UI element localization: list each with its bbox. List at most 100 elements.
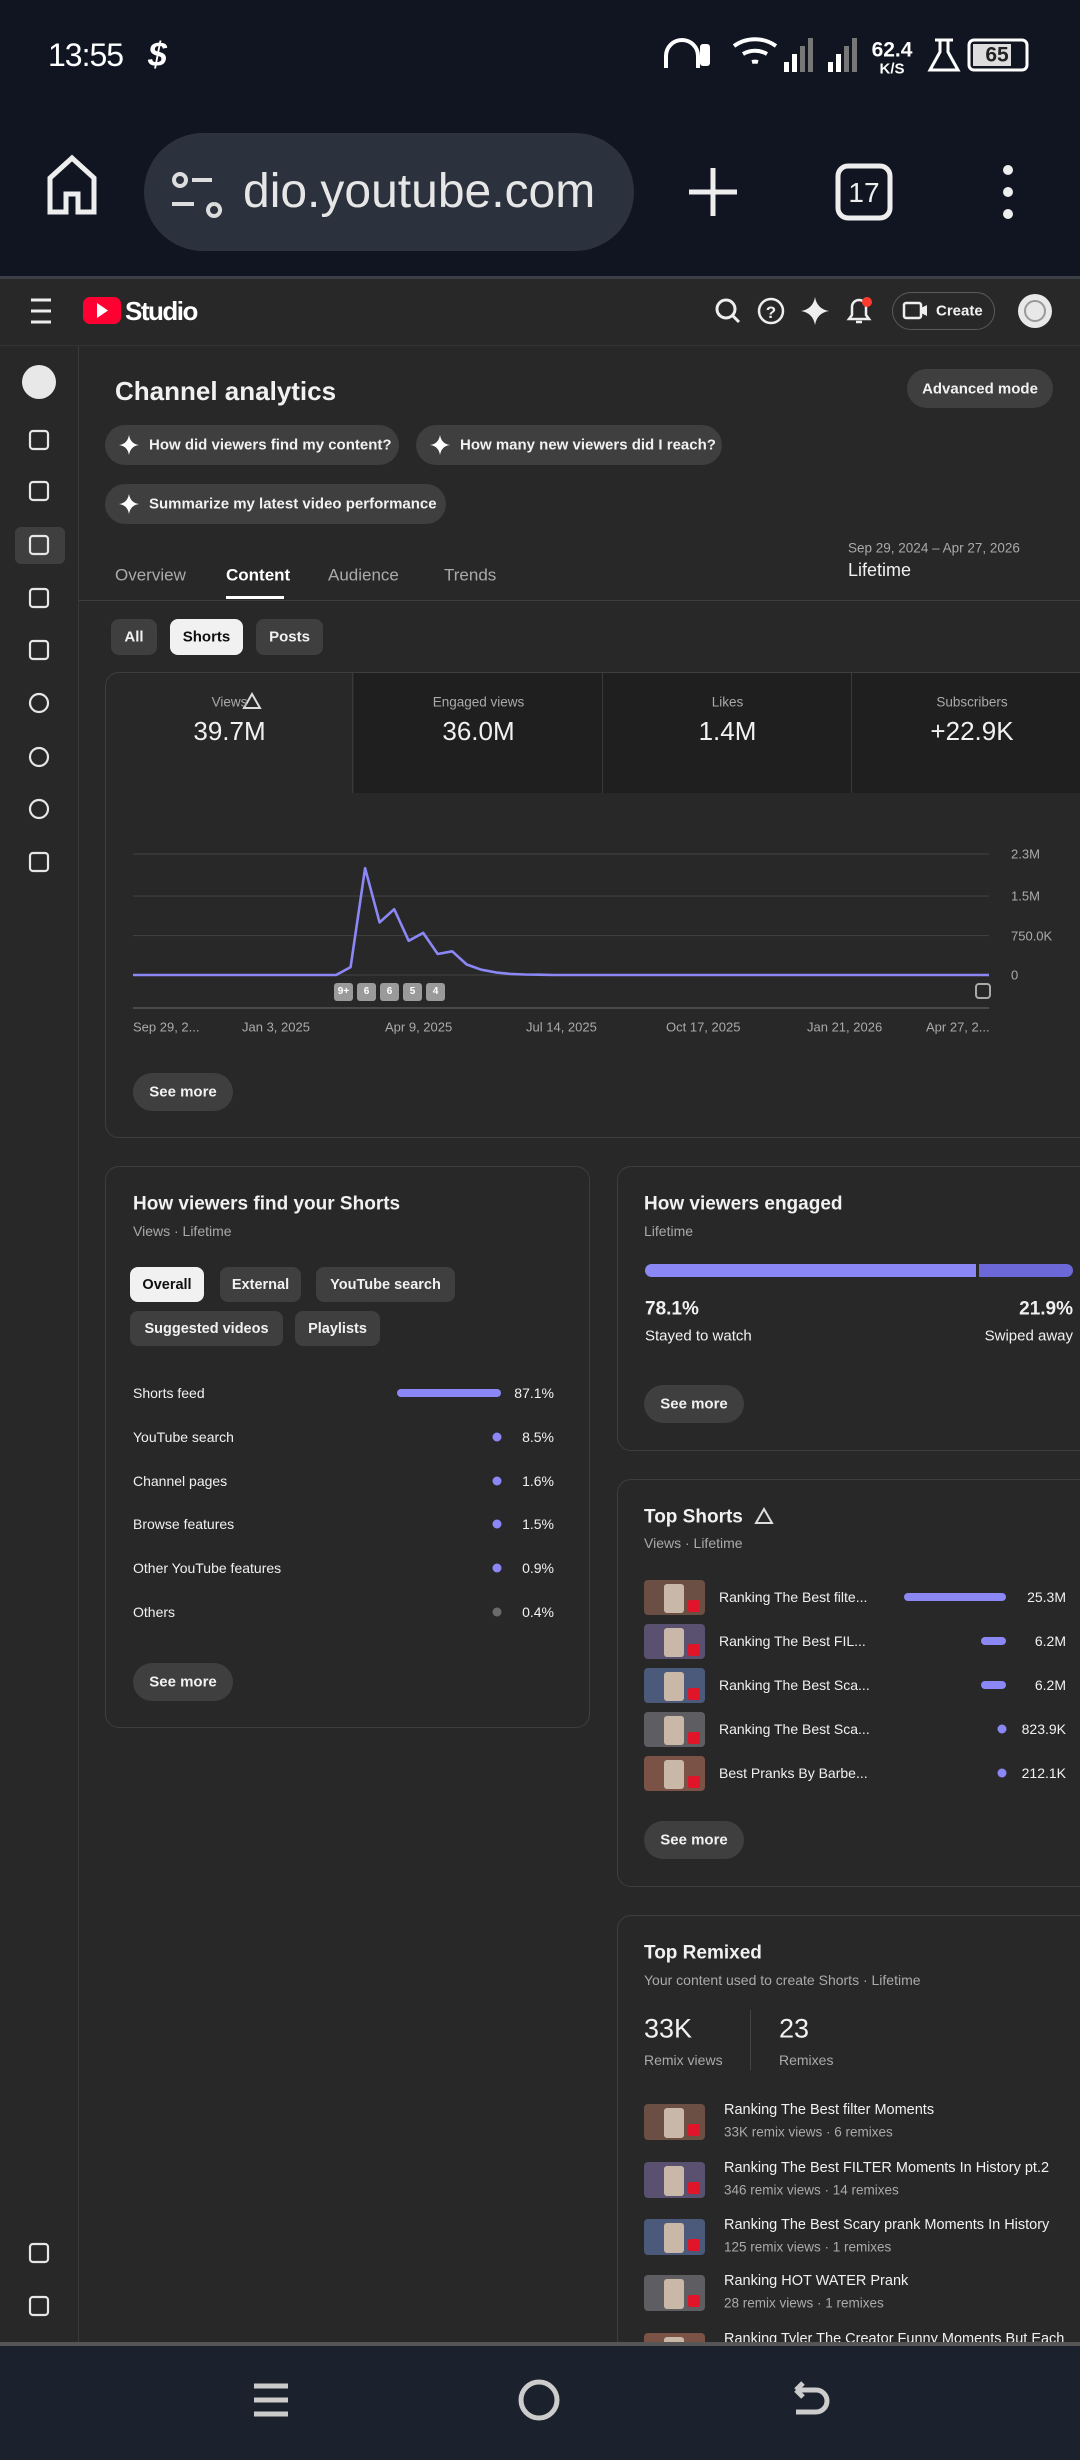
tab-switcher[interactable] xyxy=(835,163,893,221)
remix-title[interactable]: Ranking The Best filter Moments xyxy=(724,2101,935,2118)
source-filter-chip[interactable] xyxy=(130,1267,204,1302)
remix-title[interactable]: Ranking HOT WATER Prank xyxy=(724,2272,909,2289)
sidebar-nav-icon[interactable] xyxy=(28,2295,50,2317)
sidebar-nav-icon[interactable] xyxy=(28,587,50,609)
sidebar-nav-icon[interactable] xyxy=(28,851,50,873)
remix-title[interactable]: Ranking The Best Scary prank Moments In … xyxy=(724,2216,1050,2233)
advanced-mode-label[interactable]: Advanced mode xyxy=(922,380,1038,398)
upload-badge-count[interactable]: 6 xyxy=(363,986,370,997)
metric-value[interactable]: 36.0M xyxy=(442,716,515,746)
upload-badge[interactable] xyxy=(380,983,399,1001)
menu-button[interactable] xyxy=(1003,165,1013,175)
sidebar-nav-icon[interactable] xyxy=(28,429,50,451)
metric-label[interactable]: Engaged views xyxy=(432,694,525,710)
create-label[interactable]: Create xyxy=(936,302,983,320)
upload-badge-count[interactable]: 6 xyxy=(386,986,393,997)
filter-chip[interactable] xyxy=(170,619,243,655)
short-title[interactable]: Ranking The Best FIL... xyxy=(719,1633,866,1649)
metric-label[interactable]: Subscribers xyxy=(936,694,1008,710)
upload-badge-count[interactable]: 9+ xyxy=(337,986,350,997)
notifications-button[interactable] xyxy=(846,298,872,324)
see-more-label[interactable]: See more xyxy=(149,1673,217,1691)
period[interactable]: Lifetime xyxy=(848,560,912,580)
remix-title[interactable]: Ranking The Best FILTER Moments In Histo… xyxy=(724,2159,1050,2176)
see-more-button[interactable] xyxy=(133,1073,233,1111)
tab[interactable]: Overview xyxy=(115,565,186,585)
metric-tile[interactable] xyxy=(852,673,1080,793)
metric-value[interactable]: 1.4M xyxy=(698,716,757,746)
site-settings-icon[interactable] xyxy=(172,172,188,188)
upload-badge[interactable] xyxy=(403,983,422,1001)
short-title[interactable]: Ranking The Best Sca... xyxy=(719,1677,870,1693)
upload-badge[interactable] xyxy=(426,983,445,1001)
sidebar-nav-icon[interactable] xyxy=(28,798,50,820)
sidebar-nav-icon[interactable] xyxy=(28,692,50,714)
upload-badge[interactable] xyxy=(334,983,353,1001)
source-filter-label[interactable]: Overall xyxy=(142,1276,192,1293)
sidebar-nav-icon[interactable] xyxy=(28,2242,50,2264)
upload-badge-count[interactable]: 5 xyxy=(409,986,416,997)
short-title[interactable]: Ranking The Best filte... xyxy=(719,1589,868,1605)
see-more-button[interactable] xyxy=(644,1821,744,1859)
prompt-chip[interactable] xyxy=(105,484,446,524)
metric-tile[interactable] xyxy=(106,673,353,793)
see-more-label[interactable]: See more xyxy=(149,1083,217,1101)
date-range[interactable]: Sep 29, 2024 – Apr 27, 2026 xyxy=(848,540,1020,556)
sidebar-nav-icon[interactable] xyxy=(28,746,50,768)
new-tab-button[interactable] xyxy=(689,168,737,216)
account-avatar[interactable] xyxy=(1018,294,1052,328)
filter-label[interactable]: Shorts xyxy=(182,628,231,646)
filter-chip[interactable] xyxy=(111,619,157,655)
short-title[interactable]: Best Pranks By Barbe... xyxy=(719,1765,868,1781)
source-filter-label[interactable]: Suggested videos xyxy=(144,1320,269,1337)
ai-button[interactable] xyxy=(801,297,829,325)
tab-count[interactable]: 17 xyxy=(848,177,880,208)
source-filter-chip[interactable] xyxy=(295,1311,380,1346)
tab[interactable]: Content xyxy=(226,565,291,585)
sidebar-nav-icon[interactable] xyxy=(28,639,50,661)
create-button[interactable] xyxy=(892,292,995,330)
url-text[interactable]: dio.youtube.com xyxy=(243,165,596,218)
sidebar-nav-icon[interactable] xyxy=(28,534,50,556)
logo-text[interactable]: Studio xyxy=(125,296,198,326)
metric-label[interactable]: Views xyxy=(211,694,248,710)
prompt-label[interactable]: Summarize my latest video performance xyxy=(149,495,437,513)
filter-label[interactable]: Posts xyxy=(269,628,310,646)
menu-button[interactable] xyxy=(1003,209,1013,219)
metric-value[interactable]: +22.9K xyxy=(930,716,1014,746)
tab[interactable]: Trends xyxy=(444,565,497,585)
metric-value[interactable]: 39.7M xyxy=(193,716,266,746)
source-filter-chip[interactable] xyxy=(220,1267,301,1302)
sidebar-nav-icon[interactable] xyxy=(28,480,50,502)
source-filter-chip[interactable] xyxy=(130,1311,283,1346)
prompt-label[interactable]: How many new viewers did I reach? xyxy=(460,436,716,454)
home-button[interactable] xyxy=(47,154,97,215)
short-thumbnail-face xyxy=(664,1672,684,1701)
short-title[interactable]: Ranking The Best Sca... xyxy=(719,1721,870,1737)
address-bar[interactable] xyxy=(144,133,634,251)
see-more-button[interactable] xyxy=(644,1385,744,1423)
help-button[interactable] xyxy=(757,297,785,325)
advanced-mode-button[interactable] xyxy=(907,369,1053,408)
metric-label[interactable]: Likes xyxy=(711,694,744,710)
filter-chip[interactable] xyxy=(256,619,323,655)
tab[interactable]: Audience xyxy=(328,565,399,585)
source-filter-label[interactable]: YouTube search xyxy=(330,1276,441,1293)
upload-badge-count[interactable]: 4 xyxy=(432,986,439,997)
see-more-label[interactable]: See more xyxy=(660,1395,728,1413)
prompt-chip[interactable] xyxy=(416,425,722,465)
search-button[interactable] xyxy=(715,298,737,320)
channel-avatar[interactable] xyxy=(22,365,56,399)
metric-tile[interactable] xyxy=(603,673,852,793)
filter-label[interactable]: All xyxy=(124,628,144,646)
prompt-label[interactable]: How did viewers find my content? xyxy=(149,436,392,454)
prompt-chip[interactable] xyxy=(105,425,399,465)
upload-badge[interactable] xyxy=(357,983,376,1001)
metric-tile[interactable] xyxy=(354,673,603,793)
source-filter-chip[interactable] xyxy=(316,1267,455,1302)
source-filter-label[interactable]: External xyxy=(231,1276,290,1293)
see-more-label[interactable]: See more xyxy=(660,1831,728,1849)
menu-button[interactable] xyxy=(1003,187,1013,197)
source-filter-label[interactable]: Playlists xyxy=(308,1320,367,1337)
see-more-button[interactable] xyxy=(133,1663,233,1701)
